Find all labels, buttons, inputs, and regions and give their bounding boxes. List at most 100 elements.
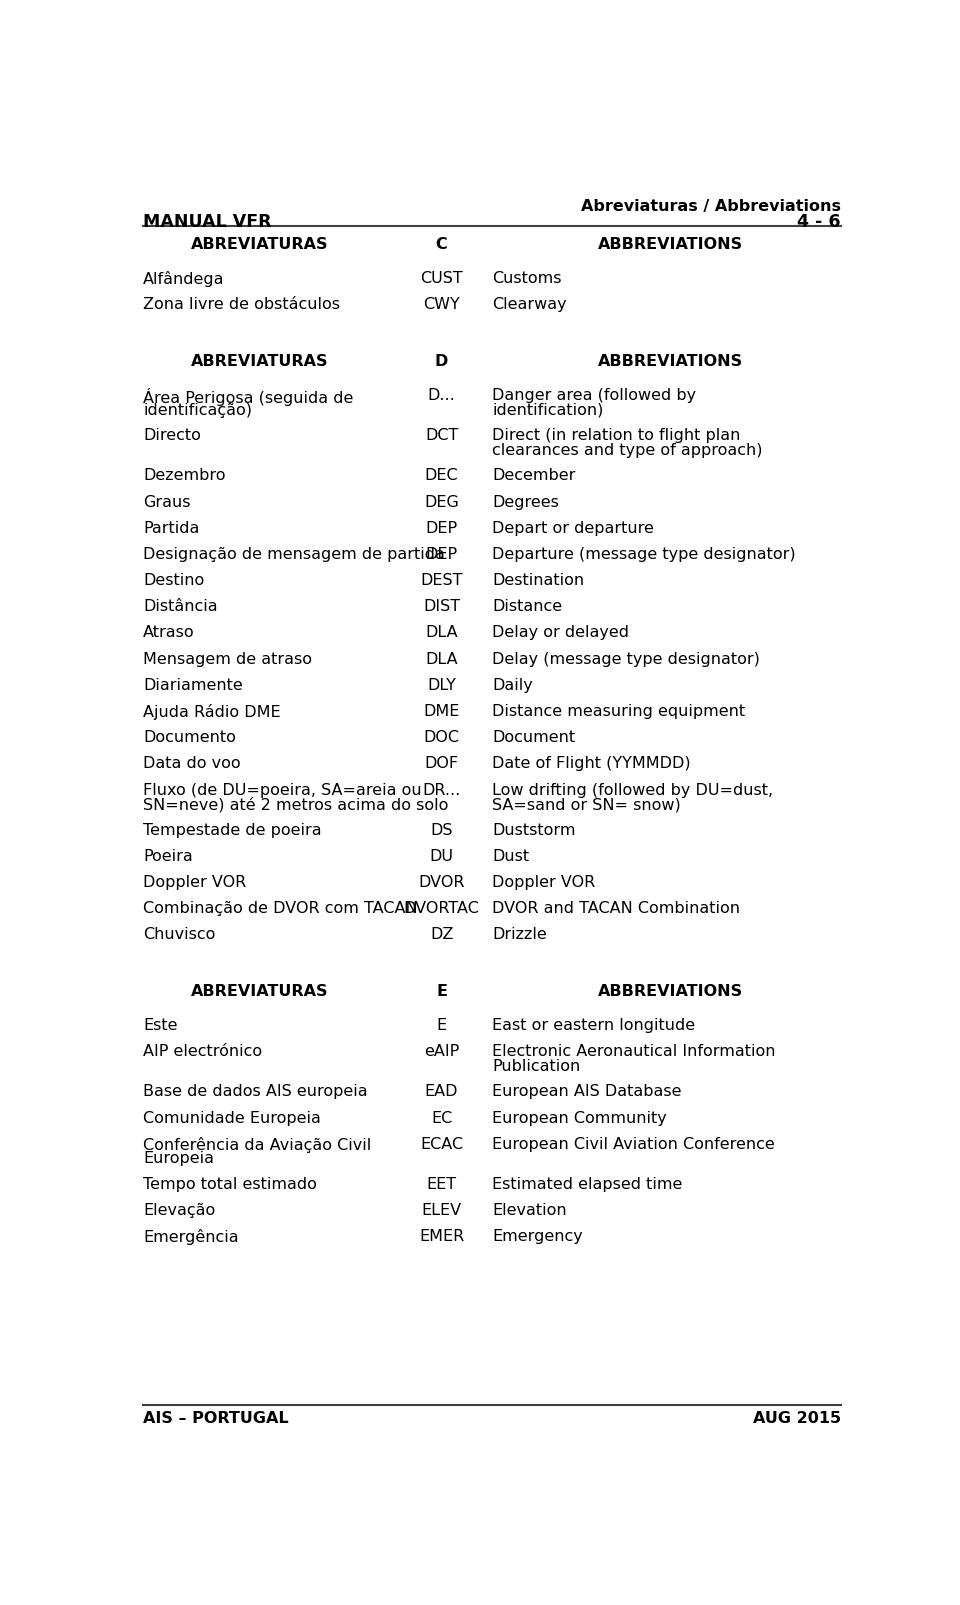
Text: EET: EET xyxy=(426,1176,457,1191)
Text: Daily: Daily xyxy=(492,677,533,692)
Text: Doppler VOR: Doppler VOR xyxy=(492,875,595,889)
Text: Alfândega: Alfândega xyxy=(143,271,225,287)
Text: ELEV: ELEV xyxy=(421,1202,462,1217)
Text: Delay (message type designator): Delay (message type designator) xyxy=(492,652,760,666)
Text: Conferência da Aviação Civil: Conferência da Aviação Civil xyxy=(143,1136,372,1152)
Text: DEP: DEP xyxy=(425,520,458,536)
Text: DIST: DIST xyxy=(423,599,460,613)
Text: Área Perigosa (seguida de: Área Perigosa (seguida de xyxy=(143,388,353,406)
Text: Distância: Distância xyxy=(143,599,218,613)
Text: Designação de mensagem de partida: Designação de mensagem de partida xyxy=(143,547,445,562)
Text: EC: EC xyxy=(431,1111,452,1125)
Text: DEC: DEC xyxy=(425,469,459,483)
Text: Publication: Publication xyxy=(492,1058,580,1074)
Text: Document: Document xyxy=(492,730,575,745)
Text: Diariamente: Diariamente xyxy=(143,677,243,692)
Text: Abreviaturas / Abbreviations: Abreviaturas / Abbreviations xyxy=(581,199,841,213)
Text: Electronic Aeronautical Information: Electronic Aeronautical Information xyxy=(492,1043,776,1059)
Text: AIS – PORTUGAL: AIS – PORTUGAL xyxy=(143,1409,289,1425)
Text: Drizzle: Drizzle xyxy=(492,926,547,942)
Text: Dezembro: Dezembro xyxy=(143,469,226,483)
Text: DOF: DOF xyxy=(424,756,459,770)
Text: Customs: Customs xyxy=(492,271,562,286)
Text: Degrees: Degrees xyxy=(492,494,559,509)
Text: DLY: DLY xyxy=(427,677,456,692)
Text: SN=neve) até 2 metros acima do solo: SN=neve) até 2 metros acima do solo xyxy=(143,796,448,812)
Text: DVORTAC: DVORTAC xyxy=(404,900,480,915)
Text: Partida: Partida xyxy=(143,520,200,536)
Text: DEG: DEG xyxy=(424,494,459,509)
Text: Emergency: Emergency xyxy=(492,1228,583,1244)
Text: Documento: Documento xyxy=(143,730,236,745)
Text: ECAC: ECAC xyxy=(420,1136,463,1151)
Text: European AIS Database: European AIS Database xyxy=(492,1083,682,1099)
Text: DU: DU xyxy=(430,847,454,863)
Text: Depart or departure: Depart or departure xyxy=(492,520,654,536)
Text: Destino: Destino xyxy=(143,573,204,587)
Text: C: C xyxy=(436,238,447,252)
Text: Departure (message type designator): Departure (message type designator) xyxy=(492,547,796,562)
Text: Distance: Distance xyxy=(492,599,563,613)
Text: Delay or delayed: Delay or delayed xyxy=(492,624,629,640)
Text: CUST: CUST xyxy=(420,271,463,286)
Text: CWY: CWY xyxy=(423,297,460,313)
Text: Fluxo (de DU=poeira, SA=areia ou: Fluxo (de DU=poeira, SA=areia ou xyxy=(143,782,421,798)
Text: Tempestade de poeira: Tempestade de poeira xyxy=(143,822,322,838)
Text: East or eastern longitude: East or eastern longitude xyxy=(492,1018,695,1032)
Text: DCT: DCT xyxy=(425,429,458,443)
Text: SA=sand or SN= snow): SA=sand or SN= snow) xyxy=(492,796,681,812)
Text: Distance measuring equipment: Distance measuring equipment xyxy=(492,703,745,719)
Text: Date of Flight (YYMMDD): Date of Flight (YYMMDD) xyxy=(492,756,690,770)
Text: MANUAL VFR: MANUAL VFR xyxy=(143,212,272,231)
Text: Direct (in relation to flight plan: Direct (in relation to flight plan xyxy=(492,429,740,443)
Text: European Civil Aviation Conference: European Civil Aviation Conference xyxy=(492,1136,775,1151)
Text: Base de dados AIS europeia: Base de dados AIS europeia xyxy=(143,1083,368,1099)
Text: ABBREVIATIONS: ABBREVIATIONS xyxy=(598,355,743,369)
Text: ABBREVIATIONS: ABBREVIATIONS xyxy=(598,984,743,998)
Text: EAD: EAD xyxy=(425,1083,458,1099)
Text: 4 - 6: 4 - 6 xyxy=(797,212,841,231)
Text: ABREVIATURAS: ABREVIATURAS xyxy=(191,238,328,252)
Text: AIP electrónico: AIP electrónico xyxy=(143,1043,262,1059)
Text: eAIP: eAIP xyxy=(424,1043,459,1059)
Text: Doppler VOR: Doppler VOR xyxy=(143,875,247,889)
Text: Este: Este xyxy=(143,1018,178,1032)
Text: EMER: EMER xyxy=(419,1228,465,1244)
Text: Mensagem de atraso: Mensagem de atraso xyxy=(143,652,312,666)
Text: December: December xyxy=(492,469,575,483)
Text: DEST: DEST xyxy=(420,573,463,587)
Text: Dust: Dust xyxy=(492,847,529,863)
Text: Data do voo: Data do voo xyxy=(143,756,241,770)
Text: ABBREVIATIONS: ABBREVIATIONS xyxy=(598,238,743,252)
Text: Emergência: Emergência xyxy=(143,1228,239,1244)
Text: ABREVIATURAS: ABREVIATURAS xyxy=(191,984,328,998)
Text: European Community: European Community xyxy=(492,1111,667,1125)
Text: Combinação de DVOR com TACAN: Combinação de DVOR com TACAN xyxy=(143,900,418,915)
Text: Low drifting (followed by DU=dust,: Low drifting (followed by DU=dust, xyxy=(492,782,773,798)
Text: DS: DS xyxy=(430,822,453,838)
Text: Estimated elapsed time: Estimated elapsed time xyxy=(492,1176,683,1191)
Text: DVOR: DVOR xyxy=(419,875,465,889)
Text: Graus: Graus xyxy=(143,494,191,509)
Text: identificação): identificação) xyxy=(143,403,252,417)
Text: DLA: DLA xyxy=(425,652,458,666)
Text: DR...: DR... xyxy=(422,782,461,798)
Text: Elevação: Elevação xyxy=(143,1202,215,1217)
Text: Comunidade Europeia: Comunidade Europeia xyxy=(143,1111,322,1125)
Text: Atraso: Atraso xyxy=(143,624,195,640)
Text: Directo: Directo xyxy=(143,429,202,443)
Text: Poeira: Poeira xyxy=(143,847,193,863)
Text: DVOR and TACAN Combination: DVOR and TACAN Combination xyxy=(492,900,740,915)
Text: Duststorm: Duststorm xyxy=(492,822,575,838)
Text: Europeia: Europeia xyxy=(143,1151,214,1165)
Text: Zona livre de obstáculos: Zona livre de obstáculos xyxy=(143,297,340,313)
Text: DLA: DLA xyxy=(425,624,458,640)
Text: DOC: DOC xyxy=(423,730,460,745)
Text: Tempo total estimado: Tempo total estimado xyxy=(143,1176,317,1191)
Text: DME: DME xyxy=(423,703,460,719)
Text: Danger area (followed by: Danger area (followed by xyxy=(492,388,696,403)
Text: D...: D... xyxy=(428,388,455,403)
Text: E: E xyxy=(436,984,447,998)
Text: DEP: DEP xyxy=(425,547,458,562)
Text: Clearway: Clearway xyxy=(492,297,566,313)
